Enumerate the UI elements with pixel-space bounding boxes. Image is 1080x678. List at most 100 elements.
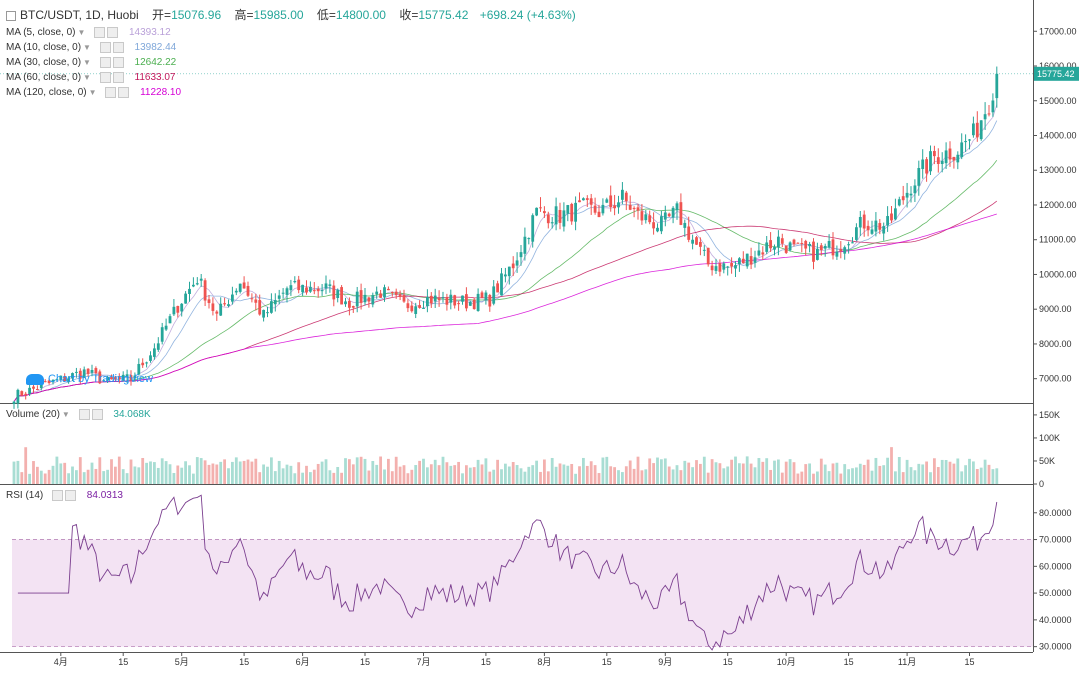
candle-body (406, 303, 410, 309)
candle-body (484, 292, 488, 300)
candle-body (675, 203, 679, 211)
volume-bar (769, 469, 772, 484)
chevron-down-icon[interactable]: ▼ (83, 73, 91, 83)
tradingview-watermark[interactable]: Chart by TradingView (26, 373, 153, 385)
settings-icon[interactable] (99, 57, 111, 68)
rsi-tick-label: 30.0000 (1039, 642, 1072, 652)
rsi-tick-label: 70.0000 (1039, 535, 1072, 545)
candle-body (207, 299, 211, 304)
volume-bar (511, 462, 515, 484)
chevron-down-icon[interactable]: ▼ (61, 410, 70, 420)
candle-body (691, 239, 694, 244)
indicator-value: 13982.44 (134, 42, 177, 54)
indicator-value: 14393.12 (128, 27, 171, 39)
volume-bar (340, 472, 343, 484)
volume-bar (699, 463, 702, 484)
volume-bar (75, 470, 78, 484)
candle-body (777, 236, 780, 248)
settings-icon[interactable] (78, 409, 90, 420)
close-icon[interactable] (65, 490, 77, 501)
candle-body (562, 210, 566, 227)
candle-body (301, 284, 304, 293)
volume-bar (207, 464, 211, 484)
high-value: 15985.00 (253, 8, 304, 22)
settings-icon[interactable] (94, 27, 106, 38)
candle-body (219, 303, 223, 316)
candle-body (843, 247, 847, 254)
settings-icon[interactable] (52, 490, 64, 501)
candle-body (332, 285, 336, 300)
volume-bar (636, 456, 640, 484)
volume-bar (683, 460, 687, 484)
settings-icon[interactable] (105, 87, 117, 98)
candle-body (348, 300, 351, 308)
candle-body (285, 288, 289, 295)
candle-body (788, 242, 792, 251)
candle-body (59, 375, 63, 380)
volume-bar (738, 463, 741, 484)
volume-bar (266, 466, 269, 484)
close-icon[interactable] (118, 87, 130, 98)
candle-body (667, 213, 671, 217)
volume-bar (488, 471, 492, 484)
candle-body (964, 141, 967, 143)
volume-bar (86, 469, 90, 484)
low-value: 14800.00 (335, 8, 386, 22)
close-icon[interactable] (112, 42, 124, 53)
volume-bar (972, 461, 975, 484)
candle-body (371, 295, 375, 305)
volume-bar (316, 463, 320, 484)
volume-bar (609, 466, 613, 484)
candle-body (827, 240, 831, 248)
chevron-down-icon[interactable]: ▼ (83, 43, 91, 53)
collapse-icon[interactable] (6, 10, 16, 21)
volume-bar (812, 473, 815, 484)
close-icon[interactable] (107, 27, 119, 38)
chevron-down-icon[interactable]: ▼ (77, 28, 86, 38)
volume-bar (390, 471, 394, 484)
volume-bar (546, 471, 550, 484)
volume-bar (379, 456, 382, 484)
volume-bar (98, 457, 102, 484)
volume-bar (640, 470, 644, 484)
volume-panel-header[interactable]: Volume (20) ▼ 34.068K (6, 409, 151, 420)
indicator-ma10[interactable]: MA (10, close, 0) ▼ 13982.44 (6, 42, 176, 53)
candle-body (492, 286, 496, 304)
close-value: 15775.42 (418, 8, 469, 22)
candle-body (496, 283, 499, 293)
candle-body (476, 293, 480, 312)
volume-bar (500, 469, 503, 484)
volume-bar (281, 468, 285, 484)
volume-bar (851, 468, 854, 484)
indicator-ma5[interactable]: MA (5, close, 0) ▼ 14393.12 (6, 27, 171, 38)
rsi-panel-header[interactable]: RSI (14) 84.0313 (6, 490, 123, 501)
close-icon[interactable] (112, 72, 124, 83)
close-icon[interactable] (112, 57, 124, 68)
volume-bar (562, 464, 566, 484)
candle-body (117, 376, 121, 380)
candle-body (270, 301, 273, 313)
candle-body (605, 199, 609, 203)
indicator-ma120[interactable]: MA (120, close, 0) ▼ 11228.10 (6, 87, 181, 98)
candle-body (500, 273, 503, 296)
candle-body (761, 252, 765, 255)
candle-body (426, 296, 429, 307)
volume-bar (648, 458, 652, 484)
volume-bar (332, 472, 336, 484)
volume-tick-label: 150K (1039, 410, 1060, 420)
close-icon[interactable] (91, 409, 103, 420)
candle-body (340, 287, 343, 305)
candle-body (870, 229, 874, 234)
chevron-down-icon[interactable]: ▼ (83, 58, 91, 68)
volume-bar (691, 467, 694, 484)
indicator-ma60[interactable]: MA (60, close, 0) ▼ 11633.07 (6, 72, 175, 83)
volume-bar (273, 471, 277, 484)
price-tick-label: 10000.00 (1039, 269, 1077, 279)
chevron-down-icon[interactable]: ▼ (88, 88, 97, 98)
settings-icon[interactable] (99, 42, 111, 53)
indicator-ma30[interactable]: MA (30, close, 0) ▼ 12642.22 (6, 57, 176, 68)
volume-bar (71, 466, 74, 484)
settings-icon[interactable] (99, 72, 111, 83)
